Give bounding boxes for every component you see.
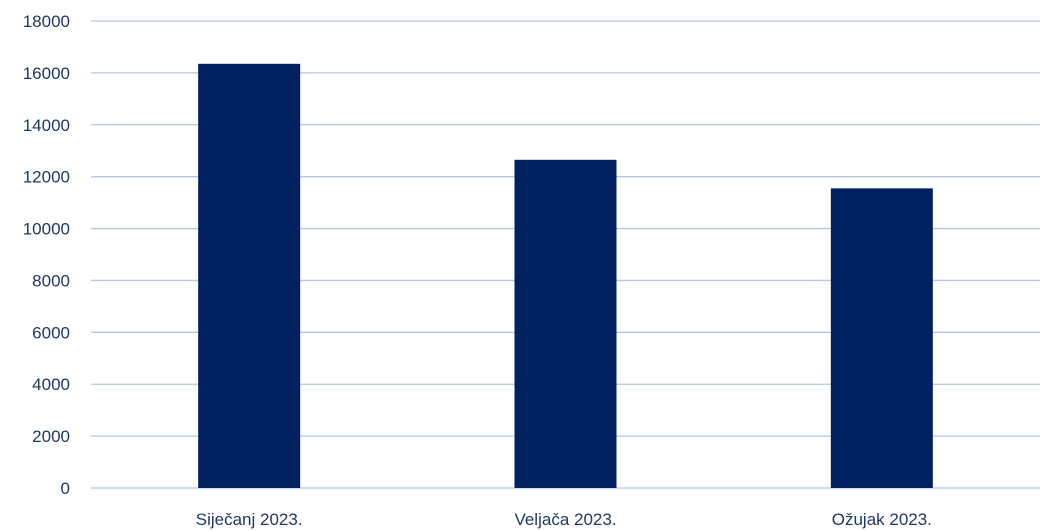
y-tick-label: 6000 bbox=[32, 323, 70, 342]
x-axis-tick-labels: Siječanj 2023. Veljača 2023. Ožujak 2023. bbox=[196, 510, 932, 529]
y-tick-label: 10000 bbox=[23, 220, 70, 239]
bar bbox=[198, 63, 301, 488]
y-tick-label: 2000 bbox=[32, 427, 70, 446]
bars bbox=[198, 63, 933, 488]
x-tick-label: Ožujak 2023. bbox=[832, 510, 932, 529]
bar bbox=[514, 159, 617, 488]
bar bbox=[830, 188, 933, 488]
x-tick-label: Veljača 2023. bbox=[514, 510, 616, 529]
y-tick-label: 12000 bbox=[23, 168, 70, 187]
y-tick-label: 16000 bbox=[23, 64, 70, 83]
y-axis-tick-labels: 0 2000 4000 6000 8000 10000 12000 14000 16000 180… bbox=[23, 12, 70, 498]
x-tick-label: Siječanj 2023. bbox=[196, 510, 303, 529]
y-tick-label: 18000 bbox=[23, 12, 70, 31]
y-tick-label: 14000 bbox=[23, 116, 70, 135]
y-tick-label: 4000 bbox=[32, 375, 70, 394]
y-tick-label: 0 bbox=[61, 479, 70, 498]
y-tick-label: 8000 bbox=[32, 271, 70, 290]
